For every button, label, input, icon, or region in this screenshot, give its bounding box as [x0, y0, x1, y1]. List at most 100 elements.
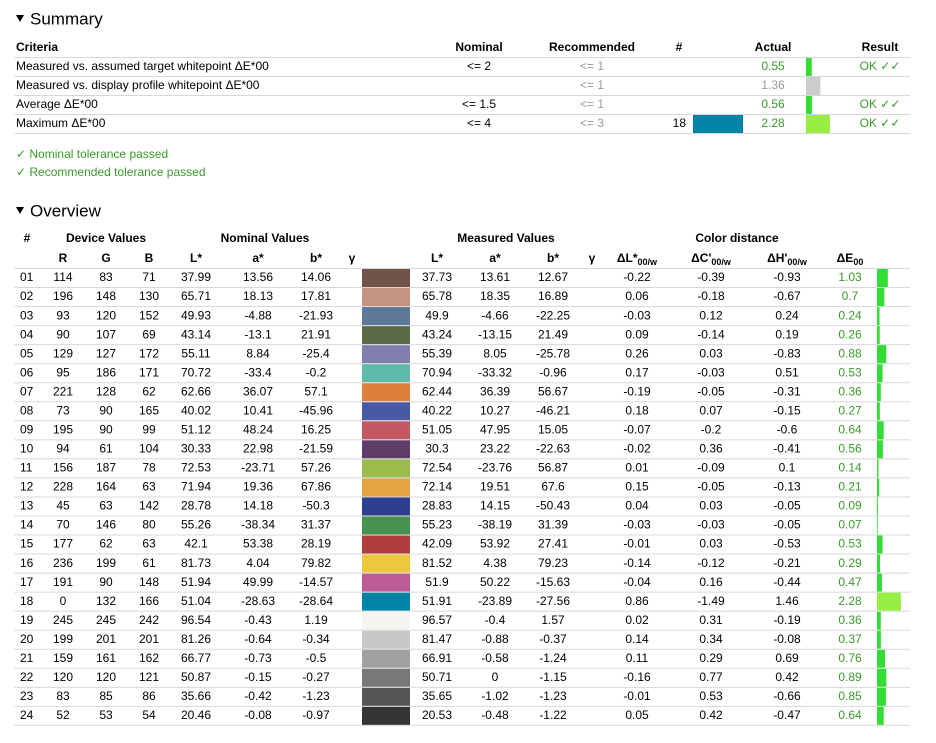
- delta-e-bar: [877, 535, 883, 554]
- cell: -28.63: [241, 594, 275, 608]
- cell: 0.37: [838, 632, 862, 646]
- cell: 0.31: [699, 613, 723, 627]
- cell: 81.26: [181, 632, 211, 646]
- cell: 0.47: [838, 575, 862, 589]
- cell: 120: [96, 308, 116, 322]
- cell: -0.14: [623, 556, 651, 570]
- cell: -38.34: [241, 518, 275, 532]
- cell: 61: [99, 442, 113, 456]
- cell: 51.05: [422, 422, 452, 436]
- cell: -0.43: [244, 613, 272, 627]
- cell: 47.95: [480, 422, 510, 436]
- cell: -0.03: [697, 518, 725, 532]
- cell: -21.59: [299, 442, 333, 456]
- patch-number: 04: [20, 327, 34, 341]
- cell: 18: [673, 116, 687, 130]
- cell: 0: [60, 594, 67, 608]
- cell: Average ΔE*00: [16, 97, 98, 111]
- cell: 14.15: [480, 499, 510, 513]
- cell: -0.07: [623, 422, 651, 436]
- cell: 0.03: [699, 537, 723, 551]
- cell: 0.14: [625, 632, 649, 646]
- cell: 51.94: [181, 575, 211, 589]
- patch-number: 24: [20, 708, 34, 722]
- collapse-icon[interactable]: [16, 207, 24, 214]
- patch-number: 19: [20, 613, 34, 627]
- cell: 51.04: [181, 594, 211, 608]
- cell: 0.64: [838, 422, 862, 436]
- cell: 78: [142, 461, 156, 475]
- cell: 62.66: [181, 384, 211, 398]
- cell: 0.07: [699, 403, 723, 417]
- color-swatch: [362, 497, 410, 516]
- cell: -0.4: [485, 613, 506, 627]
- cell: 228: [53, 480, 73, 494]
- cell: -0.96: [539, 365, 567, 379]
- cell: 42.09: [422, 537, 452, 551]
- cell: 80: [142, 518, 156, 532]
- cell: 199: [53, 632, 73, 646]
- cell: 56.87: [538, 461, 568, 475]
- cell: 201: [96, 632, 116, 646]
- cell: 0.56: [761, 97, 785, 111]
- cell: -23.76: [478, 461, 512, 475]
- cell: -13.15: [478, 327, 512, 341]
- column-header: Recommended: [549, 40, 635, 54]
- cell: 0.09: [625, 327, 649, 341]
- color-swatch: [362, 326, 410, 345]
- cell: 65.71: [181, 289, 211, 303]
- cell: 31.39: [538, 518, 568, 532]
- column-header: Actual: [755, 40, 792, 54]
- collapse-icon[interactable]: [16, 15, 24, 22]
- cell: 63: [142, 537, 156, 551]
- cell: 45: [56, 499, 70, 513]
- cell: -25.4: [302, 346, 330, 360]
- color-swatch: [362, 402, 410, 421]
- cell: 0.11: [626, 651, 649, 665]
- column-header: B: [145, 251, 154, 265]
- column-header: a*: [252, 251, 264, 265]
- actual-bar: [806, 115, 830, 133]
- summary-title[interactable]: Summary: [30, 9, 103, 28]
- delta-e-bar: [877, 402, 880, 421]
- color-swatch: [362, 573, 410, 592]
- cell: 49.93: [181, 308, 211, 322]
- column-header: a*: [489, 251, 501, 265]
- color-swatch: [362, 611, 410, 630]
- cell: 21.91: [301, 327, 331, 341]
- cell: 221: [53, 384, 73, 398]
- cell: 156: [53, 461, 73, 475]
- cell: 0.21: [838, 480, 862, 494]
- cell: 56.67: [538, 384, 568, 398]
- cell: <= 1: [580, 97, 604, 111]
- cell: -0.83: [773, 346, 801, 360]
- cell: 62: [99, 537, 113, 551]
- color-swatch: [362, 516, 410, 535]
- cell: 0.26: [625, 346, 649, 360]
- delta-e-bar: [877, 668, 887, 687]
- cell: 4.38: [483, 556, 507, 570]
- cell: 52: [56, 708, 70, 722]
- cell: 172: [139, 346, 159, 360]
- cell: -27.56: [536, 594, 570, 608]
- cell: 0: [492, 670, 499, 684]
- cell: -0.66: [773, 689, 801, 703]
- cell: 73: [56, 403, 70, 417]
- header-main: a*: [489, 251, 501, 265]
- patch-number: 11: [20, 461, 33, 475]
- cell: 57.1: [304, 384, 328, 398]
- cell: -0.14: [697, 327, 725, 341]
- column-header: Result: [862, 40, 899, 54]
- patch-number: 21: [20, 651, 34, 665]
- cell: 96.54: [181, 613, 211, 627]
- delta-e-bar: [877, 364, 883, 383]
- overview-title[interactable]: Overview: [30, 201, 102, 220]
- cell: -0.03: [623, 308, 651, 322]
- cell: 0.69: [775, 651, 799, 665]
- cell: -0.53: [773, 537, 801, 551]
- cell: -0.58: [481, 651, 509, 665]
- cell: 159: [53, 651, 73, 665]
- cell: 67.6: [541, 480, 565, 494]
- cell: 2.28: [761, 116, 785, 130]
- patch-number: 07: [20, 384, 34, 398]
